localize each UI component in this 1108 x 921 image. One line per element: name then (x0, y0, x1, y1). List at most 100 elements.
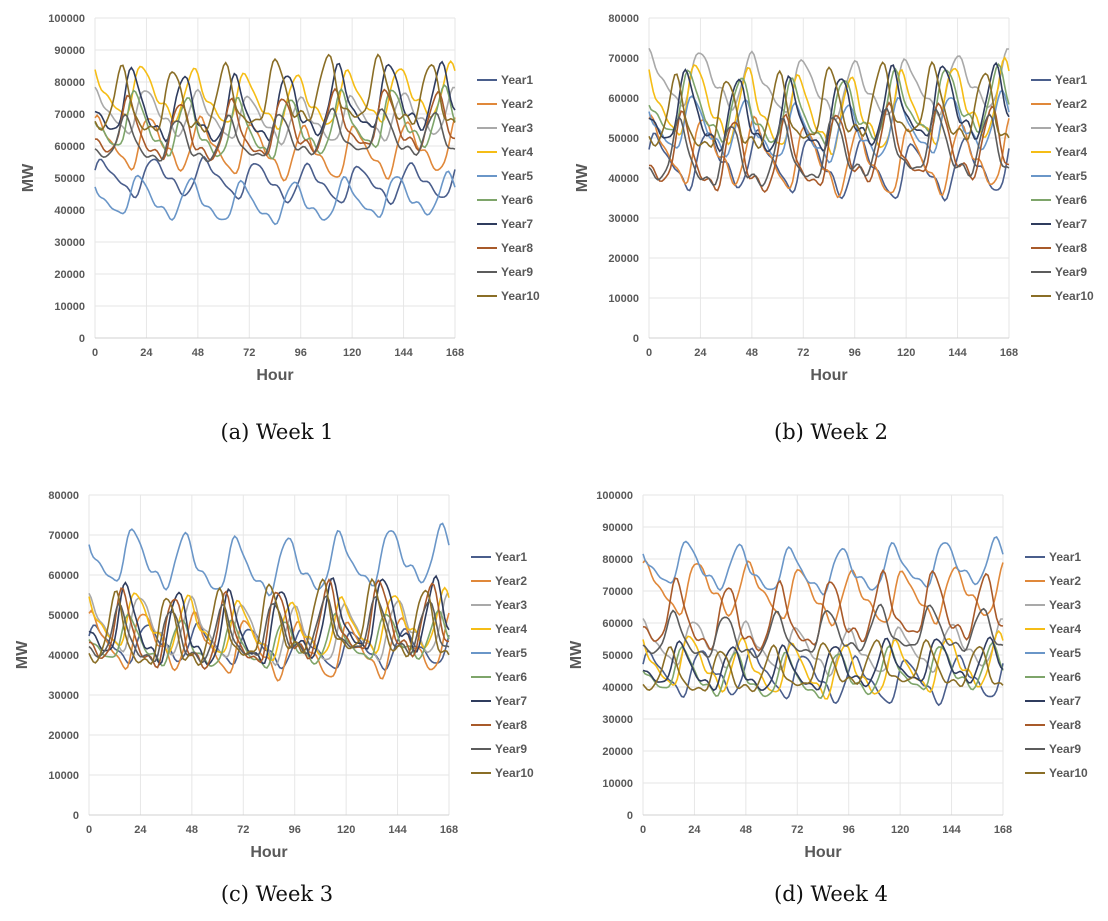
series-line-year10 (88, 577, 450, 667)
x-tick-label: 96 (289, 824, 301, 836)
y-tick-label: 20000 (54, 269, 85, 281)
legend-label: Year2 (1055, 97, 1087, 111)
series-line-year9 (642, 603, 1004, 659)
y-tick-label: 90000 (602, 522, 633, 534)
legend-label: Year6 (1055, 193, 1087, 207)
x-tick-label: 168 (446, 347, 464, 359)
y-tick-label: 40000 (602, 682, 633, 694)
x-tick-label: 24 (140, 347, 153, 359)
x-tick-label: 72 (237, 824, 249, 836)
legend-label: Year5 (495, 646, 527, 660)
x-tick-label: 72 (791, 824, 803, 836)
series-line-year3 (642, 618, 1003, 678)
legend-label: Year2 (1049, 574, 1081, 588)
legend-label: Year8 (1049, 718, 1081, 732)
x-tick-label: 24 (688, 824, 701, 836)
y-tick-label: 30000 (602, 714, 633, 726)
y-tick-label: 60000 (608, 93, 639, 105)
y-tick-label: 70000 (608, 53, 639, 65)
chart-svg: 0 10000 20000 30000 40000 50000 60000 70000 8000… (568, 490, 1088, 861)
x-tick-label: 48 (746, 347, 758, 359)
legend-label: Year3 (1049, 598, 1081, 612)
series-line-year9 (648, 107, 1010, 187)
x-axis-title: Hour (256, 367, 293, 384)
legend-label: Year6 (1049, 670, 1081, 684)
legend-label: Year5 (501, 169, 533, 183)
series-line-year1 (94, 156, 456, 206)
legend-label: Year1 (1055, 73, 1087, 87)
chart-panel-week-3: 0 10000 20000 30000 40000 50000 60000 70000 8000… (0, 460, 554, 920)
y-tick-label: 30000 (608, 213, 639, 225)
legend-label: Year9 (495, 742, 527, 756)
legend-label: Year3 (501, 121, 533, 135)
series-line-year1 (642, 647, 1004, 707)
y-tick-label: 10000 (54, 301, 85, 313)
y-tick-label: 0 (73, 810, 79, 822)
y-tick-label: 80000 (602, 554, 633, 566)
x-tick-label: 120 (891, 824, 909, 836)
x-tick-label: 24 (694, 347, 707, 359)
legend-label: Year10 (495, 766, 534, 780)
y-tick-label: 20000 (608, 253, 639, 265)
x-tick-label: 120 (897, 347, 915, 359)
y-tick-label: 60000 (54, 141, 85, 153)
x-tick-label: 72 (243, 347, 255, 359)
series-line-year7 (642, 636, 1004, 692)
x-tick-label: 0 (92, 347, 98, 359)
legend-label: Year4 (1049, 622, 1081, 636)
y-tick-label: 100000 (596, 490, 633, 502)
legend-label: Year6 (501, 193, 533, 207)
series-line-year10 (648, 60, 1010, 150)
y-tick-label: 80000 (48, 490, 79, 502)
y-tick-label: 50000 (602, 650, 633, 662)
legend-label: Year1 (501, 73, 533, 87)
x-tick-label: 0 (646, 347, 652, 359)
legend-label: Year1 (1049, 550, 1081, 564)
x-tick-label: 144 (948, 347, 967, 359)
series-line-year5 (88, 522, 450, 597)
y-tick-label: 0 (633, 333, 639, 345)
y-tick-label: 70000 (48, 530, 79, 542)
y-tick-label: 0 (627, 810, 633, 822)
y-axis-title: MW (14, 640, 31, 669)
x-tick-label: 144 (942, 824, 961, 836)
series-line-year3 (88, 592, 449, 667)
series-line-year4 (88, 586, 450, 662)
y-tick-label: 0 (79, 333, 85, 345)
y-tick-label: 50000 (54, 173, 85, 185)
series-line-year5 (642, 535, 1004, 596)
legend-label: Year9 (501, 265, 533, 279)
x-tick-label: 168 (994, 824, 1012, 836)
x-tick-label: 48 (186, 824, 198, 836)
chart-panel-week-2: 0 10000 20000 30000 40000 50000 60000 70000 8000… (554, 0, 1108, 460)
x-axis-title: Hour (250, 844, 287, 861)
chart-caption: (d) Week 4 (774, 882, 888, 906)
legend-label: Year3 (495, 598, 527, 612)
y-tick-label: 10000 (48, 770, 79, 782)
x-tick-label: 0 (86, 824, 92, 836)
y-tick-label: 40000 (54, 205, 85, 217)
chart-caption: (a) Week 1 (220, 420, 334, 444)
y-tick-label: 70000 (54, 109, 85, 121)
x-tick-label: 96 (295, 347, 307, 359)
series-line-year2 (94, 114, 456, 182)
chart-panel-week-4: 0 10000 20000 30000 40000 50000 60000 70000 8000… (554, 460, 1108, 920)
legend-label: Year5 (1049, 646, 1081, 660)
x-axis-title: Hour (804, 844, 841, 861)
x-tick-label: 0 (640, 824, 646, 836)
legend-label: Year8 (1055, 241, 1087, 255)
x-tick-label: 168 (1000, 347, 1018, 359)
y-tick-label: 40000 (608, 173, 639, 185)
series-line-year6 (642, 641, 1004, 700)
y-tick-label: 90000 (54, 45, 85, 57)
x-tick-label: 120 (337, 824, 355, 836)
x-tick-label: 144 (388, 824, 407, 836)
series-line-year2 (88, 609, 450, 682)
x-tick-label: 96 (849, 347, 861, 359)
y-tick-label: 50000 (48, 610, 79, 622)
x-tick-label: 120 (343, 347, 361, 359)
chart-caption: (b) Week 2 (774, 420, 888, 444)
series-line-year2 (648, 114, 1010, 199)
x-tick-label: 48 (740, 824, 752, 836)
legend-label: Year7 (495, 694, 527, 708)
